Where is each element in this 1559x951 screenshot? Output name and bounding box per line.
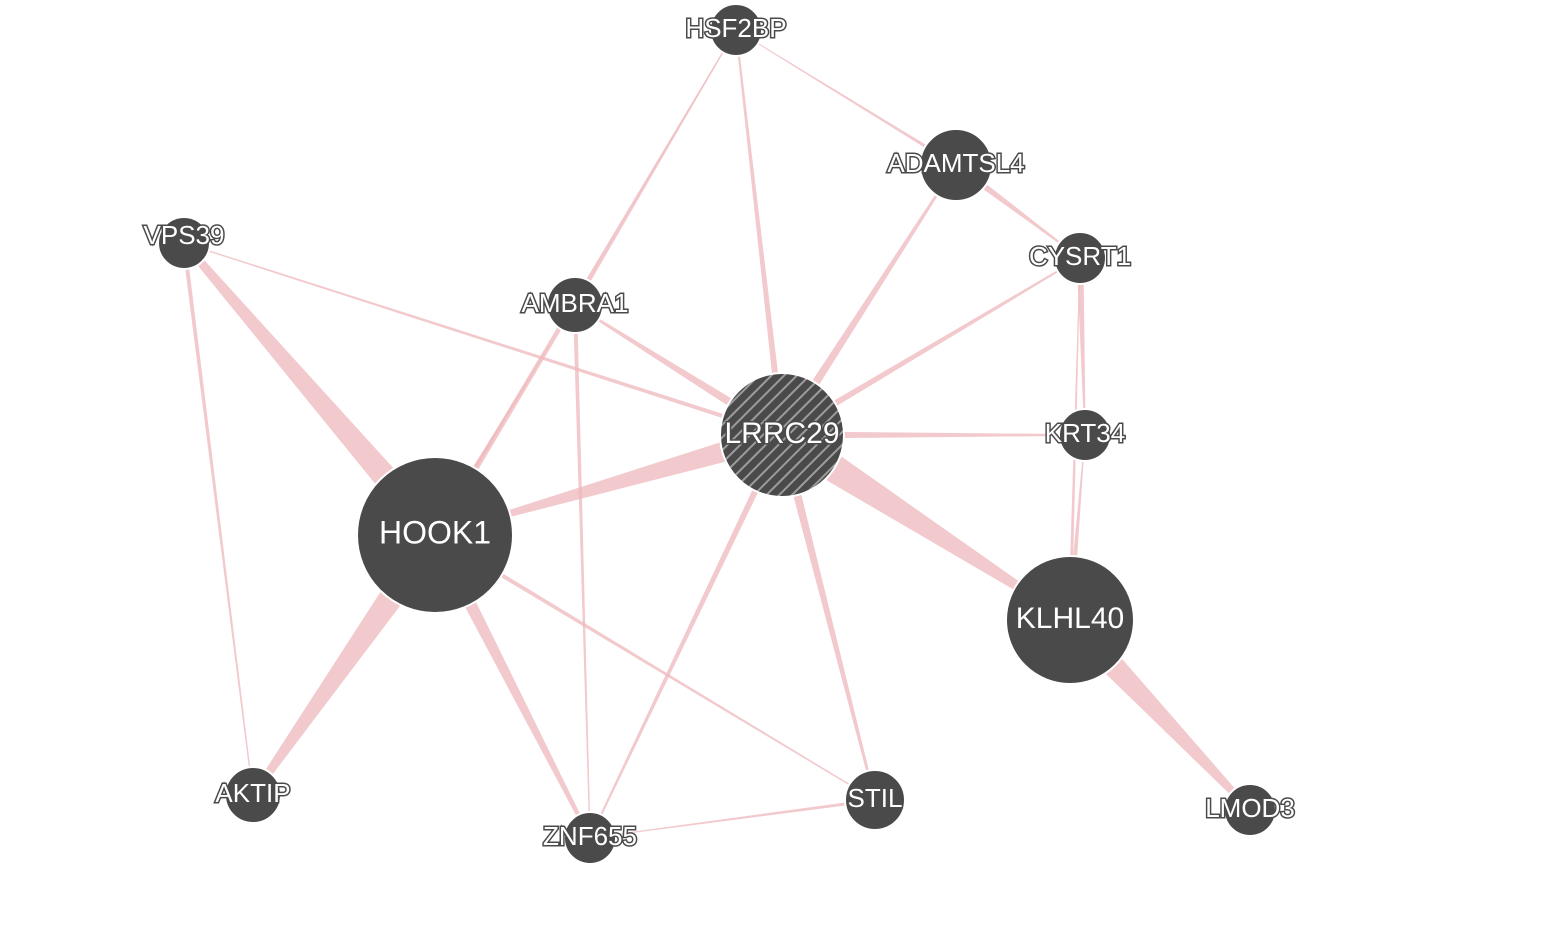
edge-AMBRA1-HSF2BP — [588, 52, 723, 281]
node-HOOK1[interactable]: HOOK1 — [357, 457, 513, 613]
node-label-HSF2BP: HSF2BP — [685, 13, 786, 43]
edge-KLHL40-LMOD3 — [1106, 659, 1235, 794]
edge-HOOK1-AKTIP — [266, 592, 400, 774]
node-STIL[interactable]: STIL — [845, 770, 905, 830]
nodes-layer: HSF2BP ADAMTSL4 VPS39 CYSRT1 AMBRA1 LRRC29 KRT… — [144, 4, 1295, 864]
edge-LRRC29-KRT34 — [844, 432, 1059, 438]
edge-HOOK1-VPS39 — [198, 260, 393, 484]
node-label-AMBRA1: AMBRA1 — [522, 288, 629, 318]
edge-LRRC29-HOOK1 — [509, 443, 725, 517]
edge-LRRC29-HSF2BP — [738, 56, 778, 374]
node-label-ADAMTSL4: ADAMTSL4 — [887, 148, 1024, 178]
node-label-HOOK1: HOOK1 — [379, 514, 491, 550]
node-AKTIP[interactable]: AKTIP — [215, 767, 290, 823]
edge-LRRC29-ADAMTSL4 — [812, 195, 937, 386]
node-KRT34[interactable]: KRT34 — [1045, 409, 1125, 461]
edge-LRRC29-STIL — [793, 494, 869, 771]
edge-LRRC29-ZNF655 — [600, 490, 758, 815]
node-VPS39[interactable]: VPS39 — [144, 217, 225, 269]
edge-CYSRT1-KRT34 — [1078, 284, 1086, 409]
node-label-CYSRT1: CYSRT1 — [1029, 241, 1131, 271]
edge-LRRC29-VPS39 — [209, 250, 724, 418]
node-LRRC29[interactable]: LRRC29 — [720, 373, 844, 497]
node-ADAMTSL4[interactable]: ADAMTSL4 — [887, 129, 1024, 201]
edge-HOOK1-STIL — [501, 574, 850, 786]
node-KLHL40[interactable]: KLHL40 — [1006, 556, 1134, 684]
node-label-ZNF655: ZNF655 — [543, 821, 637, 851]
node-ZNF655[interactable]: ZNF655 — [543, 812, 637, 864]
edge-LRRC29-AMBRA1 — [598, 319, 732, 406]
edge-VPS39-AKTIP — [185, 269, 250, 768]
node-label-KLHL40: KLHL40 — [1016, 602, 1124, 635]
node-LMOD3[interactable]: LMOD3 — [1205, 784, 1295, 836]
node-AMBRA1[interactable]: AMBRA1 — [522, 277, 629, 333]
node-label-LRRC29: LRRC29 — [724, 417, 839, 450]
node-CYSRT1[interactable]: CYSRT1 — [1029, 232, 1131, 284]
edge-ADAMTSL4-CYSRT1 — [983, 184, 1060, 243]
node-label-LMOD3: LMOD3 — [1205, 793, 1295, 823]
node-label-AKTIP: AKTIP — [215, 778, 290, 808]
edge-LRRC29-KLHL40 — [827, 457, 1019, 590]
edge-LRRC29-CYSRT1 — [834, 270, 1058, 406]
node-label-VPS39: VPS39 — [144, 220, 225, 250]
node-label-STIL: STIL — [848, 783, 903, 813]
edge-ADAMTSL4-HSF2BP — [758, 43, 926, 147]
edge-STIL-ZNF655 — [616, 802, 846, 835]
network-graph: HSF2BP ADAMTSL4 VPS39 CYSRT1 AMBRA1 LRRC29 KRT… — [0, 0, 1559, 951]
node-label-KRT34: KRT34 — [1045, 418, 1125, 448]
edge-AMBRA1-ZNF655 — [574, 333, 590, 812]
node-HSF2BP[interactable]: HSF2BP — [685, 4, 786, 56]
edge-HOOK1-ZNF655 — [465, 602, 580, 816]
